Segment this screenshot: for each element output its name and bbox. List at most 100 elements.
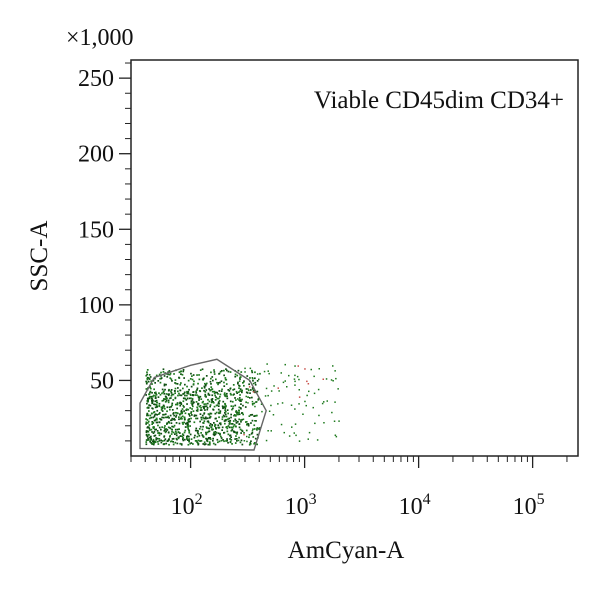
event-dot xyxy=(152,379,155,382)
event-dot xyxy=(256,428,258,430)
event-dot xyxy=(186,385,188,388)
gate-polygon[interactable] xyxy=(139,358,267,451)
event-dot xyxy=(218,400,221,402)
event-dot xyxy=(214,412,217,415)
event-dot xyxy=(308,431,311,434)
event-dot xyxy=(334,401,336,403)
event-dot xyxy=(146,378,149,381)
event-dot xyxy=(176,402,179,404)
event-dot xyxy=(195,401,198,403)
event-dot xyxy=(334,434,337,436)
event-dot xyxy=(190,411,193,413)
event-dot xyxy=(182,400,185,403)
event-dot xyxy=(316,439,319,441)
event-dot xyxy=(227,425,230,427)
event-dot xyxy=(283,431,285,434)
event-dot xyxy=(172,437,175,440)
event-dot xyxy=(199,425,202,428)
event-dot xyxy=(212,379,214,382)
event-dot xyxy=(306,394,308,397)
event-dot xyxy=(204,409,206,411)
event-dot xyxy=(280,372,282,374)
event-dot xyxy=(238,380,241,382)
event-dot xyxy=(239,400,241,402)
x-tick-label: 104 xyxy=(399,491,431,520)
event-dot xyxy=(188,415,191,417)
event-dot xyxy=(246,421,248,423)
event-dot xyxy=(214,431,217,433)
event-dot xyxy=(256,401,258,403)
event-dot xyxy=(179,442,182,445)
event-dot xyxy=(290,404,293,406)
event-dot xyxy=(184,429,187,432)
event-dot xyxy=(219,381,221,384)
event-dot xyxy=(288,435,291,437)
event-dot xyxy=(148,404,150,406)
event-dot xyxy=(215,427,217,430)
event-dot xyxy=(208,416,211,419)
event-dot xyxy=(174,433,176,435)
event-dot xyxy=(163,426,166,429)
event-dot xyxy=(148,410,150,412)
y-tick-label: 200 xyxy=(78,142,114,168)
event-dot xyxy=(221,418,224,421)
event-dot xyxy=(222,439,224,441)
event-dot xyxy=(332,380,334,382)
event-dot xyxy=(190,442,193,444)
event-dot xyxy=(179,413,182,415)
event-dot xyxy=(189,442,191,445)
event-dot xyxy=(172,426,175,428)
event-dot xyxy=(194,429,197,432)
event-dot xyxy=(156,437,159,440)
event-dot xyxy=(165,428,168,430)
event-dot xyxy=(246,440,248,443)
event-dot xyxy=(206,407,209,409)
event-dot xyxy=(190,438,193,440)
event-dot xyxy=(284,380,286,382)
event-dot xyxy=(226,369,228,372)
event-dot xyxy=(148,396,151,398)
event-dot xyxy=(206,431,209,434)
event-dot xyxy=(175,422,178,424)
event-dot xyxy=(237,398,239,400)
event-dot xyxy=(242,382,244,384)
event-dot xyxy=(293,378,296,380)
event-dot xyxy=(182,437,184,439)
event-dot xyxy=(226,438,228,440)
event-dot xyxy=(267,430,269,432)
event-dot xyxy=(184,383,186,386)
event-dot xyxy=(254,371,256,374)
event-dot xyxy=(247,396,249,398)
event-dot xyxy=(154,428,156,431)
event-dot xyxy=(230,436,232,439)
event-dot xyxy=(167,373,169,376)
event-dot xyxy=(196,374,198,376)
event-dot xyxy=(145,434,148,436)
event-dot xyxy=(198,374,200,376)
event-dot xyxy=(158,392,160,394)
plot-frame xyxy=(130,59,579,457)
event-dot xyxy=(196,417,199,420)
event-dot xyxy=(168,397,171,400)
event-dot xyxy=(304,368,306,370)
event-dot xyxy=(163,398,165,400)
event-dot xyxy=(164,431,167,434)
event-dot xyxy=(145,443,148,446)
event-dot xyxy=(187,408,190,411)
event-dot xyxy=(223,385,226,387)
event-dot xyxy=(198,434,201,437)
event-dot xyxy=(250,432,253,435)
event-dot xyxy=(254,437,257,440)
event-dot xyxy=(187,426,190,428)
event-dot xyxy=(236,392,238,394)
event-dot xyxy=(270,404,272,407)
event-dot xyxy=(197,439,200,442)
event-dot xyxy=(146,397,149,400)
event-dot xyxy=(251,396,253,399)
event-dot xyxy=(147,439,149,441)
event-dot xyxy=(219,412,222,414)
event-dot xyxy=(238,387,240,389)
event-dot xyxy=(147,422,149,424)
event-dot xyxy=(180,394,183,397)
event-dot xyxy=(246,423,248,426)
